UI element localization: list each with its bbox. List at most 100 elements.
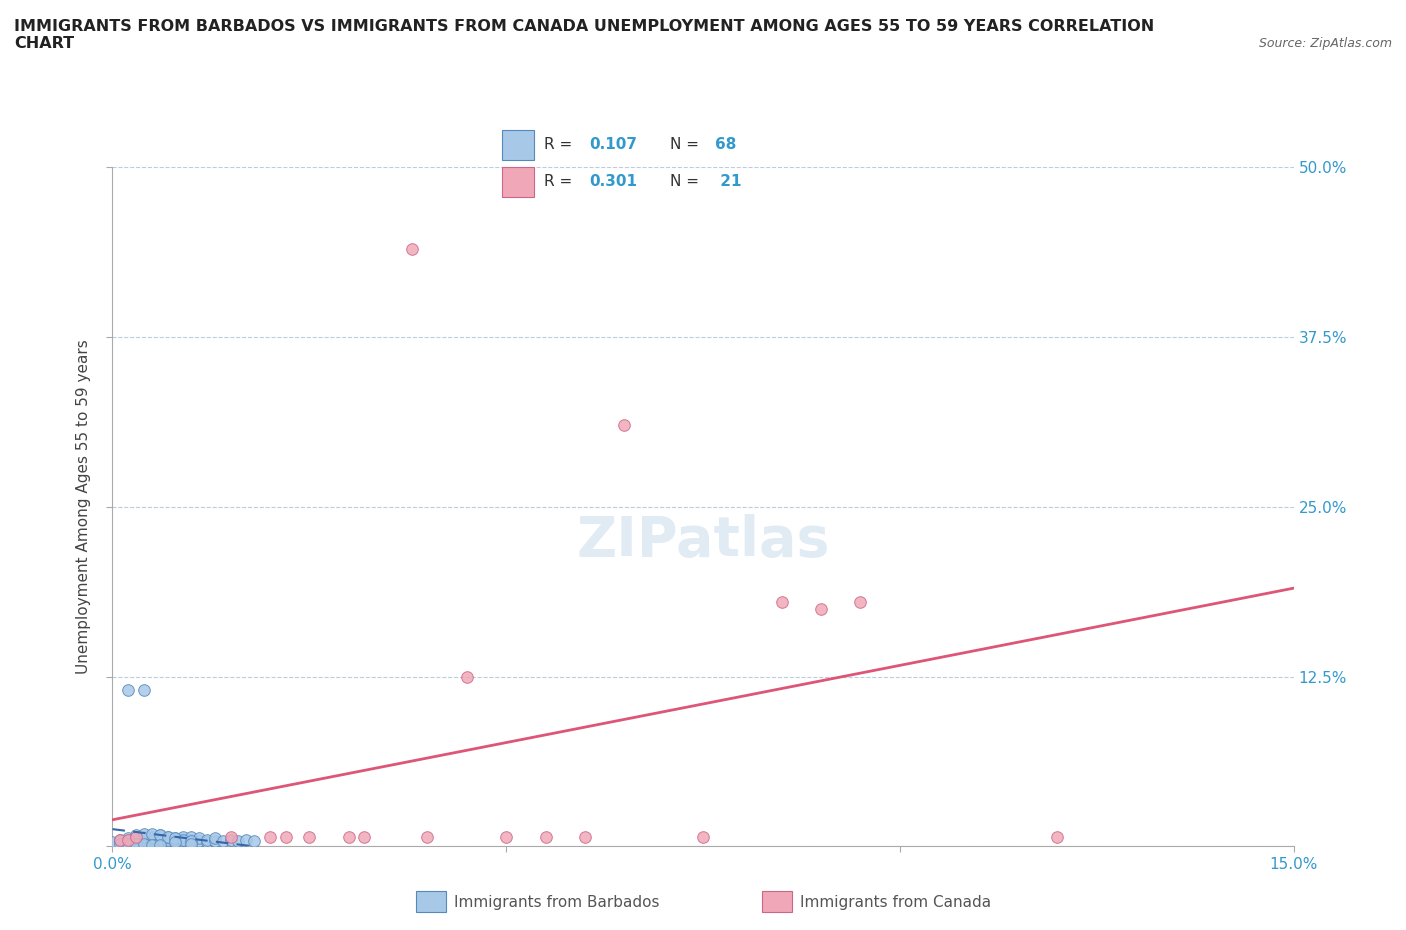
Text: N =: N = [669,137,704,152]
Point [149,833,172,848]
Point [117,832,139,847]
Point [149,828,172,843]
Point [165,833,187,848]
Point [117,833,139,848]
Point [156,830,179,844]
Text: Source: ZipAtlas.com: Source: ZipAtlas.com [1258,37,1392,50]
Point [125,830,148,844]
Point [243,833,266,848]
Point [149,835,172,850]
Point [125,835,148,850]
Point [401,242,423,257]
Point [172,835,194,850]
Point [117,830,139,845]
Point [274,830,297,844]
Point [180,832,202,847]
Point [574,830,596,844]
Point [188,833,211,848]
Point [188,830,211,845]
Text: Immigrants from Canada: Immigrants from Canada [800,895,991,910]
Point [353,830,375,844]
Point [149,838,172,853]
Bar [502,166,534,197]
Text: R =: R = [544,137,576,152]
Point [219,832,242,847]
Point [165,835,187,850]
Point [141,833,163,848]
Text: 0.107: 0.107 [589,137,637,152]
Point [101,835,124,850]
Point [125,832,148,847]
Point [110,832,132,847]
Point [132,832,155,847]
Point [416,830,439,844]
Point [141,830,163,844]
Point [228,833,250,848]
Point [132,827,155,842]
Point [125,836,148,851]
Text: N =: N = [669,174,704,189]
Bar [762,891,792,912]
Bar [502,129,534,160]
Point [156,835,179,850]
Point [180,830,202,844]
Point [172,832,194,847]
Y-axis label: Unemployment Among Ages 55 to 59 years: Unemployment Among Ages 55 to 59 years [76,339,91,674]
Point [180,835,202,850]
Point [770,594,793,609]
Point [195,832,218,847]
Point [165,830,187,845]
Point [235,832,257,847]
Point [1046,830,1069,844]
Point [298,830,321,844]
Point [456,670,478,684]
Bar [416,891,446,912]
Point [132,836,155,851]
Text: IMMIGRANTS FROM BARBADOS VS IMMIGRANTS FROM CANADA UNEMPLOYMENT AMONG AGES 55 TO: IMMIGRANTS FROM BARBADOS VS IMMIGRANTS F… [14,19,1154,51]
Text: 68: 68 [716,137,737,152]
Text: Immigrants from Barbados: Immigrants from Barbados [454,895,659,910]
Point [132,683,155,698]
Point [141,838,163,853]
Point [534,830,557,844]
Point [156,832,179,847]
Point [692,830,714,844]
Point [110,833,132,848]
Point [495,830,517,844]
Point [211,833,233,848]
Point [141,827,163,842]
Point [117,683,139,698]
Point [149,828,172,843]
Text: 0.301: 0.301 [589,174,637,189]
Point [149,832,172,847]
Point [172,832,194,847]
Point [849,594,872,609]
Point [204,833,226,848]
Point [132,833,155,848]
Point [195,835,218,850]
Point [117,836,139,851]
Point [810,602,832,617]
Point [141,832,163,847]
Point [219,830,242,844]
Point [132,835,155,850]
Point [110,832,132,847]
Point [165,830,187,845]
Text: ZIPatlas: ZIPatlas [576,513,830,568]
Point [165,832,187,847]
Point [259,830,281,844]
Point [180,836,202,851]
Point [172,830,194,844]
Point [165,835,187,850]
Point [125,830,148,845]
Point [117,832,139,847]
Point [125,830,148,844]
Point [337,830,360,844]
Text: R =: R = [544,174,576,189]
Point [141,835,163,850]
Point [110,836,132,851]
Point [180,833,202,848]
Point [141,830,163,845]
Point [132,830,155,844]
Point [204,830,226,845]
